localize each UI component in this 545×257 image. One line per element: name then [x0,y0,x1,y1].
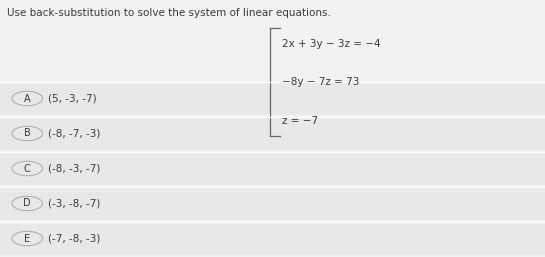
Text: −8y − 7z = 73: −8y − 7z = 73 [282,77,360,87]
Text: 2x + 3y − 3z = −4: 2x + 3y − 3z = −4 [282,39,381,49]
Text: (-3, -8, -7): (-3, -8, -7) [48,198,100,208]
Text: C: C [24,163,31,173]
Text: A: A [24,94,31,104]
FancyBboxPatch shape [0,82,545,115]
Text: (-7, -8, -3): (-7, -8, -3) [48,234,100,243]
Ellipse shape [12,126,43,141]
Text: (5, -3, -7): (5, -3, -7) [48,94,96,104]
FancyBboxPatch shape [0,222,545,255]
Text: Use back-substitution to solve the system of linear equations.: Use back-substitution to solve the syste… [7,8,330,18]
Text: D: D [23,198,31,208]
Text: (-8, -3, -7): (-8, -3, -7) [48,163,100,173]
Text: (-8, -7, -3): (-8, -7, -3) [48,128,100,139]
Text: z = −7: z = −7 [282,116,318,126]
FancyBboxPatch shape [0,117,545,150]
FancyBboxPatch shape [0,152,545,185]
Ellipse shape [12,91,43,106]
Ellipse shape [12,161,43,176]
Ellipse shape [12,231,43,246]
FancyBboxPatch shape [0,187,545,220]
Text: B: B [24,128,31,139]
Ellipse shape [12,196,43,211]
Text: E: E [24,234,31,243]
